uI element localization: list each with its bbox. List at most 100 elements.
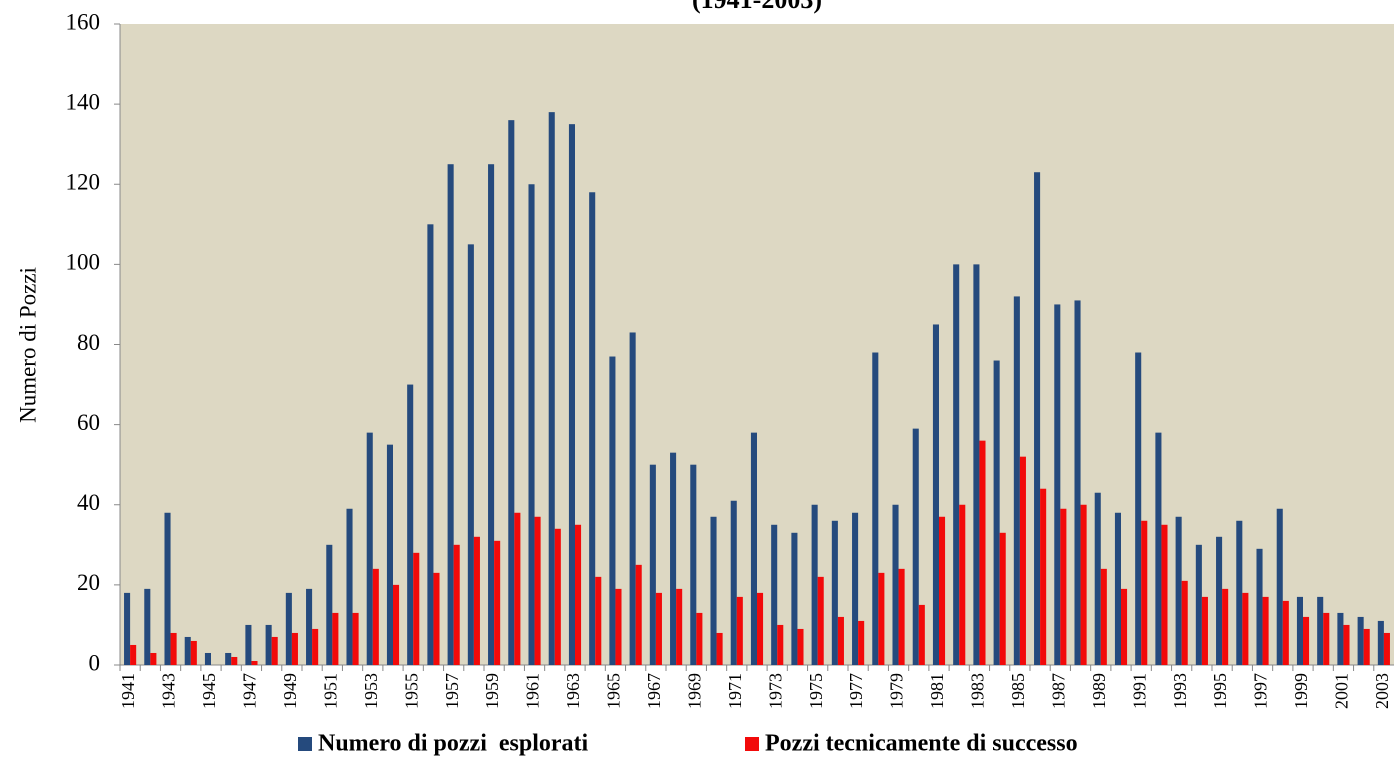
bar [1019, 456, 1026, 665]
bar [1080, 504, 1087, 665]
bar [332, 612, 339, 665]
bar [352, 612, 359, 665]
bar [386, 444, 393, 665]
bar [164, 512, 171, 665]
bar [528, 184, 535, 665]
bar [635, 564, 642, 665]
x-tick-label: 1999 [1291, 673, 1311, 709]
x-tick-label: 2001 [1332, 673, 1352, 709]
bar [1377, 620, 1384, 665]
bar [1074, 300, 1081, 665]
x-tick-label: 1971 [725, 673, 745, 709]
x-tick-label: 1947 [240, 673, 260, 709]
bar [204, 652, 211, 665]
bar [1296, 596, 1303, 665]
x-tick-label: 1975 [806, 673, 826, 709]
bar [757, 592, 764, 665]
y-tick-label: 160 [66, 9, 101, 34]
bar [831, 520, 838, 665]
bar [413, 552, 420, 665]
x-tick-label: 2003 [1372, 673, 1392, 709]
bar [1195, 544, 1202, 665]
x-tick-label: 1993 [1170, 673, 1190, 709]
bar [1201, 596, 1208, 665]
bar [1094, 492, 1101, 665]
bar [817, 576, 824, 665]
bar [979, 440, 986, 665]
bar [124, 592, 131, 665]
y-tick-label: 60 [77, 410, 100, 435]
bar [231, 656, 238, 665]
bar [1161, 524, 1168, 665]
x-tick-label: 1943 [159, 673, 179, 709]
y-tick-label: 80 [77, 330, 100, 355]
bar [1054, 304, 1061, 665]
bar [797, 628, 804, 665]
bar [655, 592, 662, 665]
bar [912, 428, 919, 665]
bar [271, 636, 278, 665]
legend-label: Pozzi tecnicamente di successo [765, 731, 1078, 757]
bar [676, 588, 683, 665]
bar [777, 624, 784, 665]
x-tick-label: 1949 [280, 673, 300, 709]
bar [629, 332, 636, 665]
bar [285, 592, 292, 665]
bar [878, 572, 885, 665]
bar [1121, 588, 1128, 665]
bar [1323, 612, 1330, 665]
bar [1175, 516, 1182, 665]
y-tick-label: 20 [77, 570, 100, 595]
legend-swatch [745, 737, 759, 751]
bar [595, 576, 602, 665]
bar [467, 244, 474, 665]
bar [1363, 628, 1370, 665]
bar [710, 516, 717, 665]
bar [184, 636, 191, 665]
x-tick-label: 1973 [765, 673, 785, 709]
bar [736, 596, 743, 665]
bar [1013, 296, 1020, 665]
x-tick-label: 1965 [604, 673, 624, 709]
bar [1383, 632, 1390, 665]
bar [427, 224, 434, 665]
bar [791, 532, 798, 665]
bar [548, 112, 555, 665]
x-tick-label: 1995 [1210, 673, 1230, 709]
x-tick-label: 1981 [927, 673, 947, 709]
bar [1034, 172, 1041, 665]
bar [1141, 520, 1148, 665]
y-tick-label: 120 [66, 170, 101, 195]
x-tick-label: 1991 [1129, 673, 1149, 709]
bar [872, 352, 879, 665]
bar [473, 536, 480, 665]
bar [1114, 512, 1121, 665]
bar [1222, 588, 1229, 665]
x-tick-label: 1957 [442, 673, 462, 709]
bar [346, 508, 353, 665]
bar [245, 624, 252, 665]
bar [1100, 568, 1107, 665]
x-tick-label: 1959 [482, 673, 502, 709]
x-tick-label: 1977 [846, 673, 866, 709]
bar [190, 640, 197, 665]
x-tick-label: 1989 [1089, 673, 1109, 709]
bar [837, 616, 844, 665]
bar [696, 612, 703, 665]
bar [1135, 352, 1142, 665]
x-tick-label: 1967 [644, 673, 664, 709]
bar [568, 124, 575, 665]
bar [932, 324, 939, 665]
bar [326, 544, 333, 665]
bar [918, 604, 925, 665]
bar [251, 660, 258, 665]
bar [670, 452, 677, 665]
x-tick-label: 1953 [361, 673, 381, 709]
bar [1155, 432, 1162, 665]
bar [372, 568, 379, 665]
bar [534, 516, 541, 665]
bar [144, 588, 151, 665]
bar [730, 500, 737, 665]
bar [690, 464, 697, 665]
